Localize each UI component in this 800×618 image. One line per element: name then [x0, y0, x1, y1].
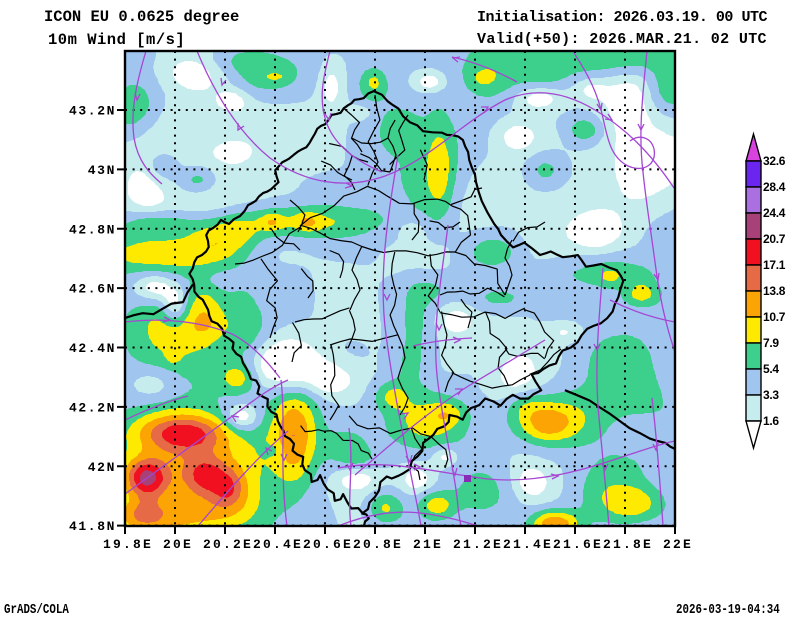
- svg-text:22E: 22E: [663, 537, 693, 552]
- svg-text:42.2N: 42.2N: [69, 400, 116, 415]
- svg-text:24.4: 24.4: [763, 206, 786, 220]
- svg-text:43.2N: 43.2N: [69, 104, 116, 119]
- svg-text:20.8E: 20.8E: [353, 537, 403, 552]
- svg-text:5.4: 5.4: [763, 362, 779, 376]
- svg-text:10.7: 10.7: [763, 310, 786, 324]
- svg-text:42.4N: 42.4N: [69, 341, 116, 356]
- svg-text:20.2E: 20.2E: [203, 537, 253, 552]
- svg-text:21.8E: 21.8E: [603, 537, 653, 552]
- svg-text:21E: 21E: [413, 537, 443, 552]
- svg-text:41.8N: 41.8N: [69, 519, 116, 534]
- svg-text:42.6N: 42.6N: [69, 282, 116, 297]
- svg-text:13.8: 13.8: [763, 284, 786, 298]
- svg-text:21.4E: 21.4E: [503, 537, 553, 552]
- svg-text:19.8E: 19.8E: [103, 537, 153, 552]
- svg-text:28.4: 28.4: [763, 180, 786, 194]
- svg-text:20.4E: 20.4E: [253, 537, 303, 552]
- svg-text:3.3: 3.3: [763, 388, 779, 402]
- svg-text:21.2E: 21.2E: [453, 537, 503, 552]
- svg-text:20.6E: 20.6E: [303, 537, 353, 552]
- svg-text:17.1: 17.1: [763, 258, 786, 272]
- svg-text:7.9: 7.9: [763, 336, 779, 350]
- svg-text:32.6: 32.6: [763, 154, 786, 168]
- svg-text:42N: 42N: [88, 460, 116, 475]
- svg-text:43N: 43N: [88, 163, 116, 178]
- svg-text:42.8N: 42.8N: [69, 222, 116, 237]
- svg-text:20E: 20E: [163, 537, 193, 552]
- svg-text:20.7: 20.7: [763, 232, 786, 246]
- svg-text:21.6E: 21.6E: [553, 537, 603, 552]
- svg-text:1.6: 1.6: [763, 414, 779, 428]
